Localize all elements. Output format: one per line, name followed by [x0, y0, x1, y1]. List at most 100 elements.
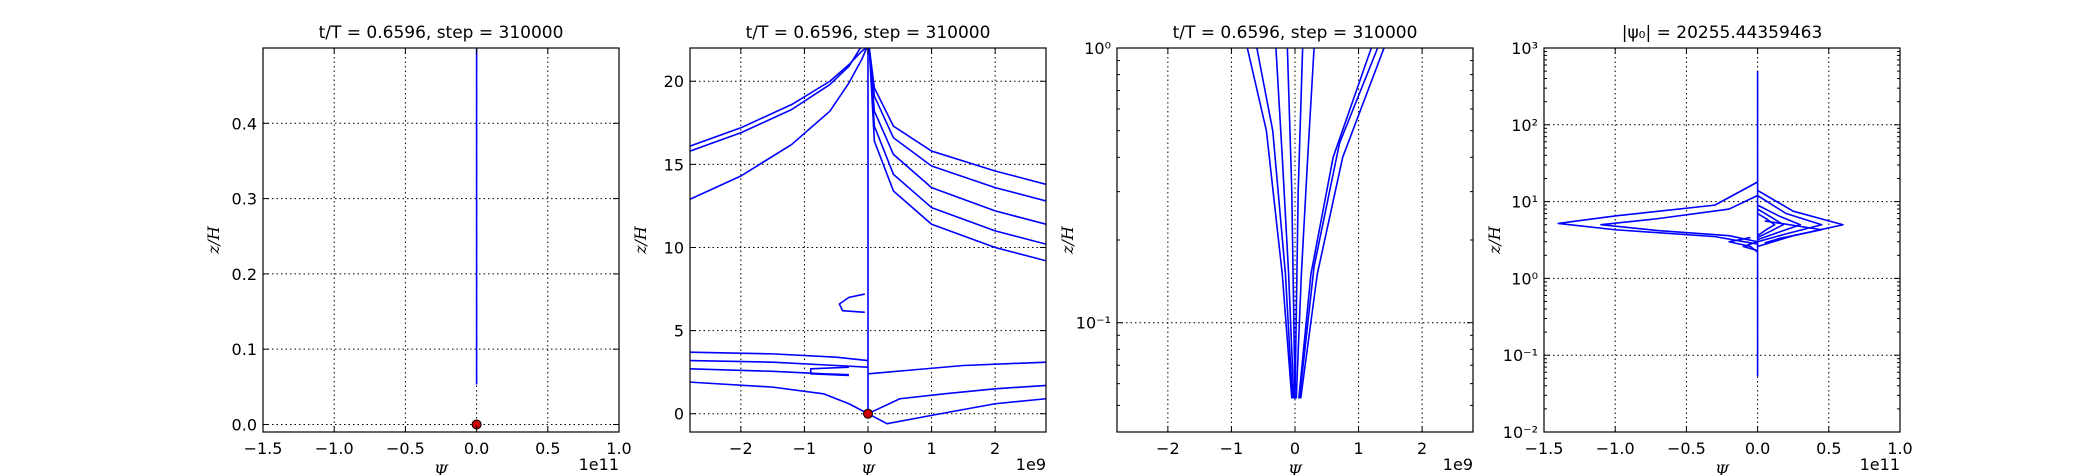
series-group: [1246, 48, 1385, 400]
x-tick-label: 2: [1417, 439, 1427, 458]
series-line-19: [867, 361, 1046, 375]
grid: [263, 48, 619, 432]
x-tick-label: −2: [729, 439, 753, 458]
panel-1: −1.5 −1.0 −0.5 0.0 0.5 1.0 0.0 0.1 0.2 0.3 0.4 t/T …: [204, 23, 632, 475]
series-line-10: [868, 48, 1046, 262]
x-tick-label: −1.0: [1596, 439, 1635, 458]
series-line-17: [867, 397, 1046, 425]
x-tick-label: 1.0: [606, 439, 631, 458]
series-line-6: [1764, 220, 1823, 244]
series-line-5: [1757, 194, 1823, 243]
series-line-2: [1557, 181, 1758, 245]
y-tick-label: 20: [664, 72, 684, 91]
x-axis-label: Ψ: [1715, 461, 1730, 475]
y-tick-label: 10⁻¹: [1503, 346, 1538, 365]
y-tick-label: 10⁻²: [1503, 423, 1538, 442]
axes-frame: [1543, 47, 1901, 433]
y-tick-label: 0.4: [232, 114, 257, 133]
y-tick-label: 10³: [1511, 39, 1538, 58]
series-line-8: [1757, 208, 1785, 239]
y-tick-label: 0.1: [232, 340, 257, 359]
x-tick-label: 1: [926, 439, 936, 458]
y-tick-label: 15: [664, 155, 684, 174]
x-tick-label: 2: [990, 439, 1000, 458]
x-tick-label: 1.0: [1887, 439, 1912, 458]
y-tick-label: 5: [674, 322, 684, 341]
x-tick-label: −1: [793, 439, 817, 458]
series-line-8: [1298, 48, 1379, 399]
y-tick-label: 0: [674, 405, 684, 424]
series-line-5: [1295, 48, 1315, 399]
series-line-2: [1256, 48, 1294, 399]
series-line-3: [1275, 48, 1295, 399]
series-line-8: [868, 48, 1046, 225]
series-line-7: [868, 48, 1046, 202]
series-line-9: [1757, 212, 1776, 237]
x-offset-label: 1e11: [579, 455, 619, 474]
x-offset-label: 1e11: [1860, 455, 1900, 474]
x-offset-label: 1e9: [1443, 455, 1473, 474]
axes-frame: [262, 47, 620, 433]
series-line-12: [690, 351, 869, 362]
y-axis-label: z/H: [1485, 225, 1504, 255]
series-line-11: [838, 293, 865, 314]
series-line-9: [868, 48, 1046, 245]
x-tick-label: 0.0: [464, 439, 489, 458]
series-line-4: [1757, 189, 1844, 248]
series-line-16: [690, 381, 869, 415]
series-line-1: [690, 48, 867, 147]
panels: −1.5 −1.0 −0.5 0.0 0.5 1.0 0.0 0.1 0.2 0.3 0.4 t/T …: [204, 23, 1913, 475]
y-tick-label: 0.0: [232, 415, 257, 434]
y-tick-label: 10¹: [1511, 193, 1538, 212]
x-axis-label: Ψ: [861, 461, 876, 475]
panel-4: −1.5 −1.0 −0.5 0.0 0.5 1.0 10⁻² 10⁻¹ 10⁰ 10¹ 10² 10…: [1485, 23, 1913, 475]
x-tick-label: −1.0: [315, 439, 354, 458]
series-line-7: [1299, 48, 1385, 399]
ticks: −1.5 −1.0 −0.5 0.0 0.5 1.0 0.0 0.1 0.2 0.3 0.4: [232, 48, 632, 458]
x-tick-label: 1: [1353, 439, 1363, 458]
chart-title: t/T = 0.6596, step = 310000: [1173, 23, 1418, 43]
series-line-2: [690, 48, 862, 152]
series-line-11: [1742, 241, 1758, 252]
series-line-3: [1600, 194, 1758, 243]
x-tick-label: −1: [1220, 439, 1244, 458]
origin-marker: [863, 408, 873, 419]
x-tick-label: −1.5: [244, 439, 283, 458]
y-tick-label: 0.2: [232, 265, 257, 284]
series-line-1: [1246, 48, 1293, 399]
y-axis-label: z/H: [631, 225, 650, 255]
chart-title: t/T = 0.6596, step = 310000: [319, 23, 564, 43]
x-tick-label: −0.5: [386, 439, 425, 458]
y-tick-label: 10²: [1511, 116, 1538, 135]
x-tick-label: 0: [1290, 439, 1300, 458]
x-tick-label: −1.5: [1525, 439, 1564, 458]
panel-3: −2 −1 0 1 2 10⁻¹ 10⁰ t/T = 0.6596, step = 31000…: [1058, 23, 1474, 475]
series-line-7: [1757, 204, 1802, 241]
series-line-4: [1286, 48, 1304, 400]
series-line-15: [809, 366, 849, 377]
y-axis-label: z/H: [1058, 225, 1077, 255]
y-tick-label: 10⁰: [1084, 39, 1111, 58]
x-axis-label: Ψ: [1288, 461, 1303, 475]
y-tick-label: 10⁻¹: [1076, 314, 1111, 333]
y-tick-label: 10: [664, 238, 684, 257]
x-tick-label: 0.0: [1745, 439, 1770, 458]
series-line-13: [690, 359, 869, 368]
x-tick-label: 0: [863, 439, 873, 458]
x-tick-label: −2: [1156, 439, 1180, 458]
chart-title: t/T = 0.6596, step = 310000: [746, 23, 991, 43]
x-tick-label: −0.5: [1667, 439, 1706, 458]
x-axis-label: Ψ: [434, 461, 449, 475]
series-group: [1557, 71, 1844, 377]
ticks: −2 −1 0 1 2 10⁻¹ 10⁰: [1076, 39, 1473, 458]
ticks: −1.5 −1.0 −0.5 0.0 0.5 1.0 10⁻² 10⁻¹ 10⁰ 10¹ 10² 10…: [1503, 39, 1913, 458]
y-tick-label: 10⁰: [1511, 269, 1538, 288]
series-line-6: [1298, 48, 1373, 399]
x-tick-label: 0.5: [535, 439, 560, 458]
x-offset-label: 1e9: [1016, 455, 1046, 474]
series-line-18: [867, 384, 1046, 415]
y-axis-label: z/H: [204, 225, 223, 255]
x-tick-label: 0.5: [1816, 439, 1841, 458]
